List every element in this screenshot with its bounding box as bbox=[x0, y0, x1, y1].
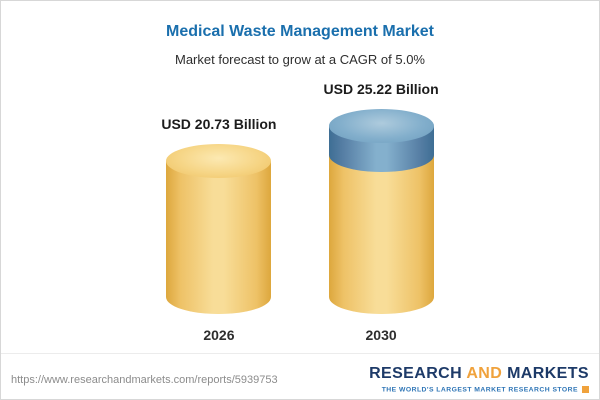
bar-value-2030: USD 25.22 Billion bbox=[323, 81, 439, 97]
bars-row: USD 20.73 Billion 2026 USD 25.22 Billion… bbox=[1, 81, 599, 343]
logo-tagline-text: THE WORLD'S LARGEST MARKET RESEARCH STOR… bbox=[381, 386, 578, 393]
logo-word-markets: MARKETS bbox=[507, 365, 589, 383]
bar-group-2030: USD 25.22 Billion 2030 bbox=[324, 81, 439, 343]
cylinder-body-2030 bbox=[328, 154, 434, 314]
footer: https://www.researchandmarkets.com/repor… bbox=[1, 353, 599, 399]
chart-header: Medical Waste Management Market Market f… bbox=[1, 1, 599, 67]
cylinder-body-2026 bbox=[166, 161, 272, 314]
logo-word-research: RESEARCH bbox=[369, 365, 463, 383]
bar-year-2030: 2030 bbox=[365, 327, 397, 343]
chart-subtitle: Market forecast to grow at a CAGR of 5.0… bbox=[175, 52, 425, 67]
cylinder-top-2030 bbox=[328, 109, 434, 143]
bar-year-2026: 2026 bbox=[203, 327, 235, 343]
cylinder-2026 bbox=[166, 144, 272, 314]
logo-accent-icon bbox=[582, 385, 589, 393]
logo-tagline: THE WORLD'S LARGEST MARKET RESEARCH STOR… bbox=[369, 385, 589, 393]
research-and-markets-logo: RESEARCH AND MARKETS THE WORLD'S LARGEST… bbox=[369, 365, 589, 393]
logo-wordmark: RESEARCH AND MARKETS bbox=[369, 365, 589, 383]
report-url: https://www.researchandmarkets.com/repor… bbox=[11, 374, 278, 386]
logo-word-and: AND bbox=[466, 365, 503, 383]
cylinder-2030 bbox=[328, 109, 434, 314]
cylinder-top-2026 bbox=[166, 144, 272, 178]
bar-group-2026: USD 20.73 Billion 2026 bbox=[161, 116, 276, 343]
bar-value-2026: USD 20.73 Billion bbox=[161, 116, 277, 132]
chart-title: Medical Waste Management Market bbox=[166, 23, 434, 40]
